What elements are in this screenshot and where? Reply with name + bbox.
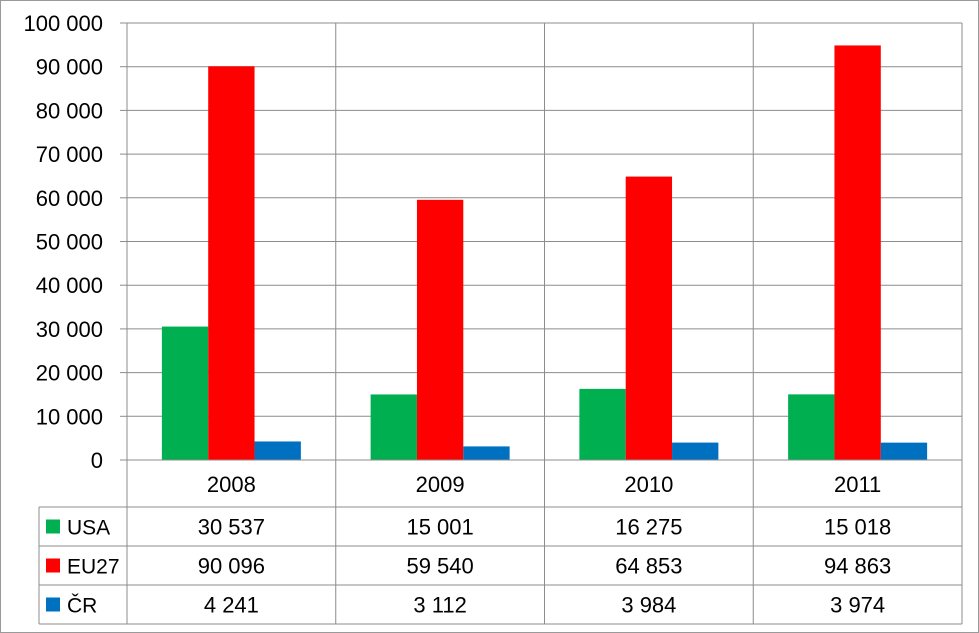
table-cell: 16 275	[615, 515, 682, 540]
bar-eu27-2008	[208, 66, 255, 460]
y-tick-label: 80 000	[36, 98, 103, 123]
table-cell: 4 241	[204, 593, 259, 618]
bar-usa-2010	[579, 388, 626, 460]
legend-key-usa	[46, 519, 60, 534]
y-tick-label: 40 000	[36, 273, 103, 298]
legend-key-eu27	[46, 558, 60, 573]
table-cell: 15 018	[824, 515, 891, 540]
table-cell: 30 537	[198, 515, 265, 540]
bar-usa-2008	[161, 326, 209, 460]
y-tick-label: 70 000	[36, 142, 103, 167]
y-tick-label: 10 000	[36, 404, 103, 429]
category-label: 2010	[624, 472, 673, 497]
bar-čr-2008	[254, 441, 301, 460]
table-cell: 3 974	[830, 593, 885, 618]
y-tick-label: 0	[91, 448, 103, 473]
table-cell: 59 540	[406, 554, 473, 579]
legend-key-čr	[46, 597, 60, 612]
bar-eu27-2011	[834, 45, 881, 460]
table-cell: 94 863	[824, 554, 891, 579]
table-cell: 15 001	[406, 515, 473, 540]
table-cell: 90 096	[198, 554, 265, 579]
category-label: 2008	[207, 472, 256, 497]
y-tick-label: 60 000	[36, 186, 103, 211]
y-tick-label: 50 000	[36, 230, 103, 255]
table-cell: 64 853	[615, 554, 682, 579]
bar-eu27-2009	[416, 199, 464, 461]
category-label: 2009	[416, 472, 465, 497]
y-tick-label: 20 000	[36, 361, 103, 386]
y-tick-label: 90 000	[36, 55, 103, 80]
category-label: 2011	[834, 472, 881, 497]
bar-čr-2009	[463, 446, 510, 460]
y-tick-label: 100 000	[23, 11, 103, 36]
bar-čr-2011	[880, 442, 928, 460]
y-tick-label: 30 000	[36, 317, 103, 342]
bar-usa-2009	[370, 394, 417, 460]
legend-label: EU27	[67, 556, 120, 579]
bar-eu27-2010	[625, 176, 673, 460]
legend-label: ČR	[67, 595, 97, 618]
legend-label: USA	[67, 517, 110, 540]
table-cell: 3 112	[413, 593, 466, 618]
bar-čr-2010	[672, 442, 719, 460]
table-cell: 3 984	[621, 593, 676, 618]
bar-usa-2011	[788, 394, 835, 460]
